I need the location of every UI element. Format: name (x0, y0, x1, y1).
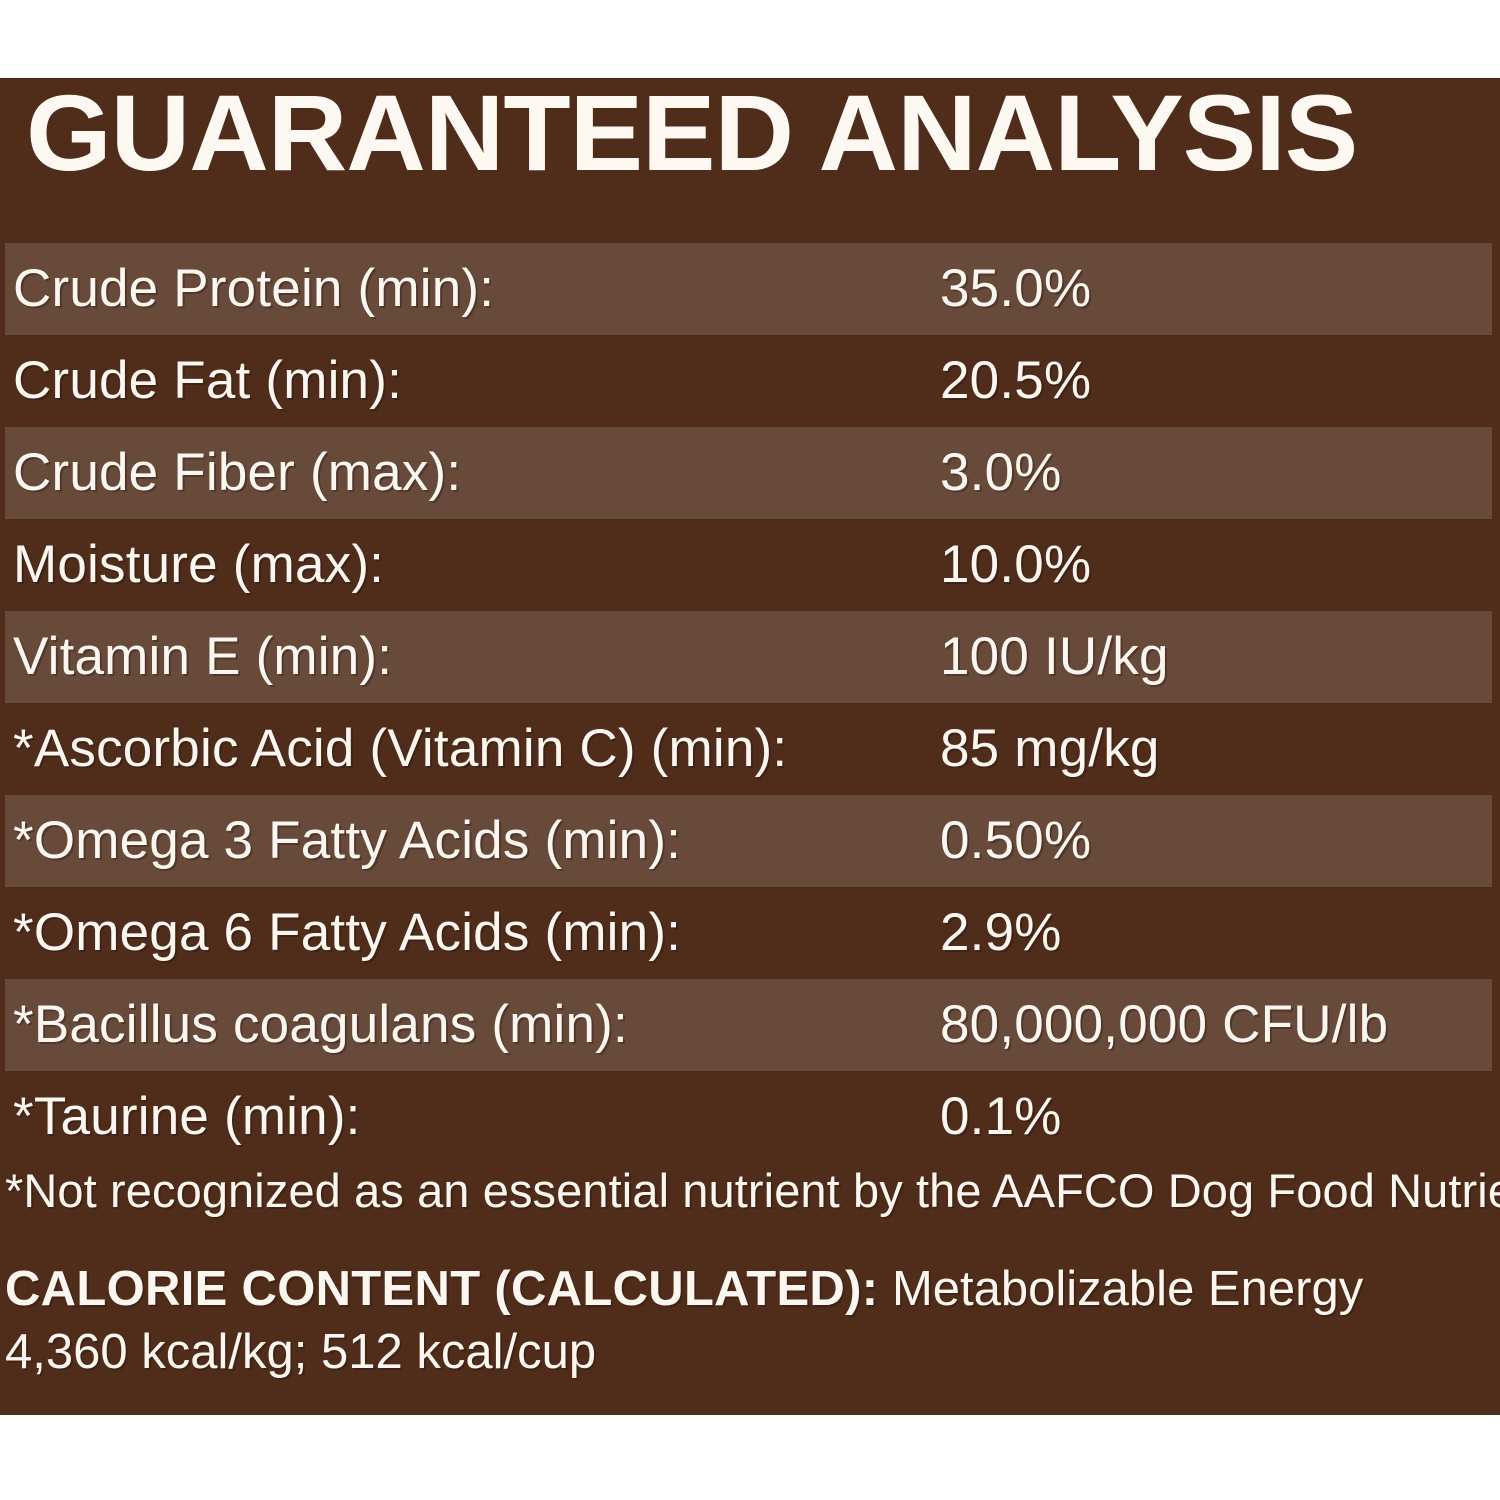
calorie-content-body: Metabolizable Energy (878, 1262, 1364, 1316)
nutrient-value: 0.50% (940, 811, 1092, 870)
nutrient-label: *Bacillus coagulans (min): (13, 995, 628, 1054)
title-bar: GUARANTEED ANALYSIS (0, 78, 1500, 236)
nutrient-label: *Omega 3 Fatty Acids (min): (13, 811, 682, 870)
table-row: Vitamin E (min): 100 IU/kg (5, 611, 1492, 703)
table-row: Crude Fat (min): 20.5% (5, 335, 1492, 427)
calorie-content-values: 4,360 kcal/kg; 512 kcal/cup (5, 1325, 597, 1379)
calorie-content-heading: CALORIE CONTENT (CALCULATED): (5, 1262, 879, 1316)
table-row: Moisture (max): 10.0% (5, 519, 1492, 611)
calorie-content-block: CALORIE CONTENT (CALCULATED): Metaboliza… (5, 1258, 1495, 1384)
table-row: *Bacillus coagulans (min): 80,000,000 CF… (5, 979, 1492, 1071)
nutrient-label: Crude Protein (min): (13, 259, 495, 318)
nutrient-label: Crude Fat (min): (13, 351, 403, 410)
table-row: Crude Fiber (max): 3.0% (5, 427, 1492, 519)
table-row: Crude Protein (min): 35.0% (5, 243, 1492, 335)
nutrient-value: 2.9% (940, 903, 1062, 962)
nutrient-value: 0.1% (940, 1087, 1062, 1146)
nutrient-label: *Ascorbic Acid (Vitamin C) (min): (13, 719, 788, 778)
nutrient-label: *Omega 6 Fatty Acids (min): (13, 903, 682, 962)
nutrient-value: 10.0% (940, 535, 1092, 594)
nutrient-label: *Taurine (min): (13, 1087, 361, 1146)
nutrient-label: Moisture (max): (13, 535, 385, 594)
nutrient-value: 80,000,000 CFU/lb (940, 995, 1389, 1054)
nutrient-label: Vitamin E (min): (13, 627, 393, 686)
footnote-text: *Not recognized as an essential nutrient… (5, 1164, 1500, 1217)
nutrient-value: 85 mg/kg (940, 719, 1160, 778)
nutrient-value: 20.5% (940, 351, 1092, 410)
nutrient-value: 35.0% (940, 259, 1092, 318)
nutrient-value: 3.0% (940, 443, 1062, 502)
analysis-table: Crude Protein (min): 35.0% Crude Fat (mi… (5, 243, 1492, 1163)
table-row: *Ascorbic Acid (Vitamin C) (min): 85 mg/… (5, 703, 1492, 795)
page-title: GUARANTEED ANALYSIS (26, 78, 1358, 193)
table-row: *Taurine (min): 0.1% (5, 1071, 1492, 1163)
nutrient-label: Crude Fiber (max): (13, 443, 462, 502)
table-row: *Omega 3 Fatty Acids (min): 0.50% (5, 795, 1492, 887)
guaranteed-analysis-panel: GUARANTEED ANALYSIS Crude Protein (min):… (0, 78, 1500, 1415)
nutrient-value: 100 IU/kg (940, 627, 1169, 686)
table-row: *Omega 6 Fatty Acids (min): 2.9% (5, 887, 1492, 979)
